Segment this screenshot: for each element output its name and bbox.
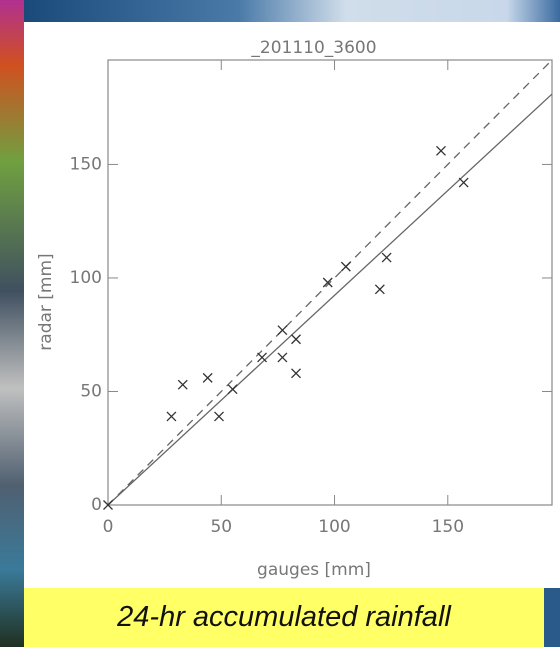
point bbox=[459, 178, 468, 187]
point bbox=[437, 146, 446, 155]
point bbox=[258, 353, 267, 362]
y-tick-label: 0 bbox=[91, 495, 102, 515]
point bbox=[167, 412, 176, 421]
x-tick-label: 150 bbox=[432, 517, 464, 537]
x-tick-label: 0 bbox=[103, 517, 114, 537]
y-tick-label: 50 bbox=[80, 381, 102, 401]
point bbox=[292, 369, 301, 378]
point bbox=[203, 373, 212, 382]
x-tick-label: 50 bbox=[210, 517, 232, 537]
dashed-line bbox=[108, 60, 552, 505]
y-tick-label: 150 bbox=[70, 154, 102, 174]
y-axis-label: radar [mm] bbox=[36, 253, 56, 350]
solid-line bbox=[108, 94, 552, 505]
top-strip bbox=[24, 0, 560, 22]
chart-title: _201110_3600 bbox=[250, 38, 376, 58]
left-strip bbox=[0, 0, 24, 647]
caption: 24-hr accumulated rainfall bbox=[117, 601, 451, 634]
point bbox=[292, 335, 301, 344]
x-tick-label: 100 bbox=[318, 517, 350, 537]
point bbox=[375, 285, 384, 294]
screenshot: _201110_3600 gauges [mm] radar [mm] 0 50 1… bbox=[0, 0, 560, 647]
point bbox=[341, 262, 350, 271]
point bbox=[382, 253, 391, 262]
point bbox=[178, 380, 187, 389]
point bbox=[278, 326, 287, 335]
point bbox=[215, 412, 224, 421]
chart: _201110_3600 gauges [mm] radar [mm] 0 50 1… bbox=[24, 22, 560, 588]
y-tick-label: 100 bbox=[70, 268, 102, 288]
x-axis-label: gauges [mm] bbox=[257, 560, 371, 580]
point bbox=[228, 385, 237, 394]
point bbox=[278, 353, 287, 362]
caption-box: 24-hr accumulated rainfall bbox=[24, 588, 544, 647]
